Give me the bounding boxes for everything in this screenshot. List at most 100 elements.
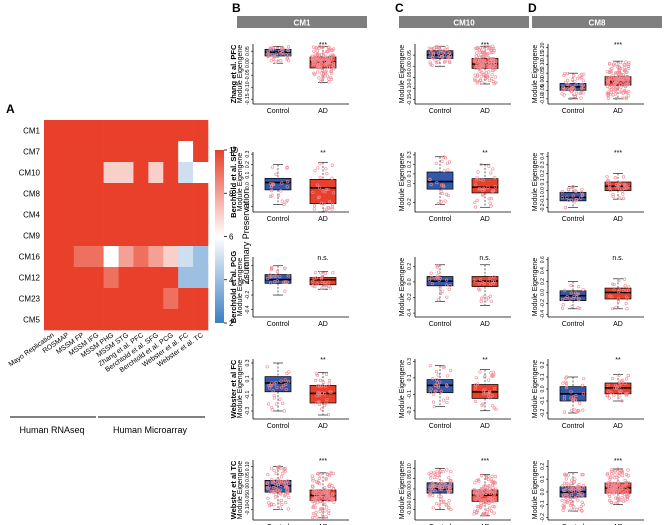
module-header-box [532,16,662,28]
data-point [606,480,611,485]
data-point [485,500,489,504]
heatmap-cell [118,183,134,205]
data-point [617,373,621,377]
x-category-label: Control [429,216,452,223]
data-point [442,185,446,189]
data-point [566,473,570,477]
y-tick-label: 0.0 [407,278,413,285]
data-point [484,71,488,75]
data-point [477,187,481,191]
data-point [605,471,610,476]
significance-label: *** [319,42,327,49]
data-point [442,155,446,159]
data-point [608,62,612,66]
data-point [324,401,328,405]
data-point [617,395,621,400]
data-point [489,204,493,208]
data-point [272,54,276,58]
data-point [612,393,616,397]
data-point [311,489,316,493]
data-point [311,478,315,483]
data-point [491,50,495,54]
y-axis-label: Module Eigengene [399,461,406,519]
data-point [271,480,275,484]
data-point [561,303,565,307]
data-point [435,275,439,280]
data-point [445,295,449,299]
data-point [316,166,320,170]
data-point [473,200,477,205]
data-point [623,183,628,187]
data-point [492,275,496,279]
data-point [435,265,439,269]
data-point [320,68,325,72]
y-tick-label: -0.1 [540,500,546,509]
data-point [315,65,319,70]
data-point [493,497,497,501]
data-point [569,89,574,93]
heatmap-cell [118,288,134,310]
data-point [614,96,618,101]
data-point [332,191,336,195]
significance-label: n.s. [479,255,490,262]
data-point [489,171,493,175]
data-point [608,184,612,188]
data-point [608,494,612,499]
data-point [447,476,451,480]
data-point [449,480,453,484]
data-point [572,480,576,484]
y-tick-label: -0.2 [245,291,251,300]
data-point [429,491,433,496]
data-point [282,466,286,471]
data-point [324,515,328,519]
data-point [577,285,581,289]
data-point [325,74,330,78]
y-tick-label: 0.2 [540,170,546,177]
y-tick-label: 0.3 [245,150,251,157]
data-point [618,61,623,65]
data-point [621,192,625,196]
data-point [312,71,316,75]
data-point [490,474,494,478]
data-point [446,193,450,198]
data-point [617,278,621,282]
data-point [431,485,435,489]
data-point [607,492,611,497]
data-point [434,378,439,382]
data-point [577,298,581,302]
data-point [625,473,629,477]
data-point [321,72,326,76]
data-point [431,506,435,510]
data-point [321,74,325,79]
heatmap-cell [133,204,149,226]
data-point [330,207,334,211]
data-point [487,390,491,395]
data-point [491,58,495,62]
data-point [611,73,615,77]
data-point [616,78,621,82]
data-point [329,75,333,80]
heatmap-cell [103,120,119,142]
data-point [491,167,495,171]
data-point [428,492,432,496]
data-point [478,187,482,191]
heatmap-cell [178,246,194,268]
y-tick-label: 0.10 [540,59,546,69]
data-point [319,277,323,281]
y-tick-label: -0.3 [245,406,251,415]
y-tick-label: 0.00 [245,483,251,493]
y-tick-label: 0.0 [245,277,251,284]
y-tick-label: 0.10 [407,463,413,473]
data-point [475,198,479,202]
heatmap-cell [133,267,149,289]
data-point [626,64,630,69]
data-point [428,178,432,182]
data-point [444,278,449,282]
data-point [323,271,328,275]
x-category-label: Control [267,108,290,115]
heatmap-row-label: CM8 [23,190,40,199]
data-point [329,48,333,52]
data-point [579,90,583,95]
data-point [478,499,482,503]
heatmap-row-label: CM7 [23,148,40,157]
